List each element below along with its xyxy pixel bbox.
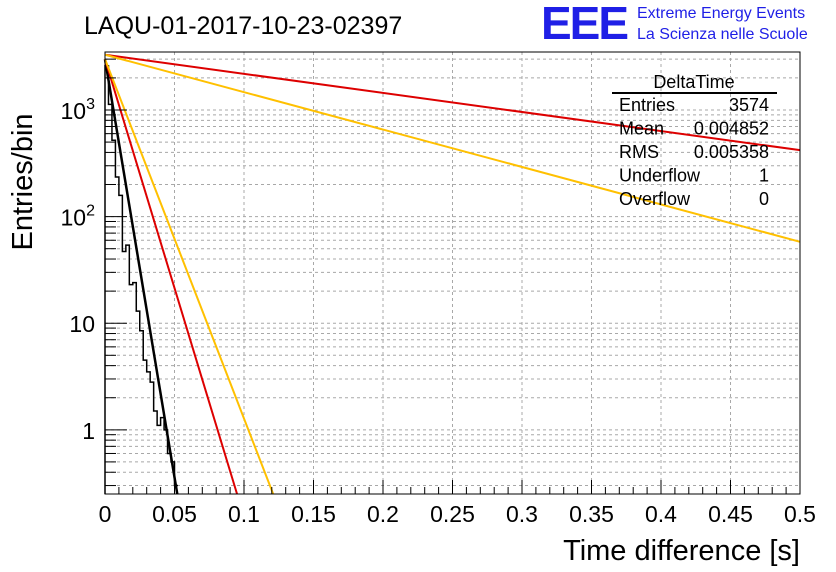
x-axis-label: Time difference [s]	[563, 535, 800, 567]
logo-mark: EEE	[541, 0, 627, 49]
series-fit	[103, 58, 179, 495]
histogram-steps	[104, 65, 178, 494]
stats-row-value: 0.005358	[694, 142, 769, 162]
stats-row-value: 0	[759, 189, 769, 209]
stats-title: DeltaTime	[653, 72, 734, 92]
series-yellow-slow	[104, 53, 801, 243]
x-tick-label: 0.35	[569, 501, 614, 527]
x-tick-label: 0.2	[367, 501, 399, 527]
histogram-layer	[104, 65, 178, 494]
stats-row-label: Overflow	[619, 189, 691, 209]
x-tick-label: 0.25	[430, 501, 475, 527]
y-tick-labels: 1 10 102 103	[61, 96, 96, 444]
x-tick-label: 0.15	[291, 501, 336, 527]
logo-line1: Extreme Energy Events	[637, 5, 805, 22]
series-yellow-steep	[104, 58, 275, 495]
x-tick-label: 0.5	[784, 501, 816, 527]
y-tick-label: 1	[82, 418, 95, 444]
stats-row-label: RMS	[619, 142, 659, 162]
stats-box: DeltaTime Entries 3574 Mean 0.004852 RMS 0.00…	[612, 72, 777, 209]
x-tick-labels: 0 0.05 0.1 0.15 0.2 0.25 0.3 0.35 0.4 0.45 0.5	[99, 501, 816, 527]
stats-row-value: 3574	[729, 95, 769, 115]
x-tick-label: 0.05	[152, 501, 197, 527]
stats-row-label: Entries	[619, 95, 675, 115]
series-layer	[103, 53, 801, 495]
stats-row-value: 1	[759, 166, 769, 186]
stats-row-value: 0.004852	[694, 119, 769, 139]
y-tick-label: 103	[61, 96, 96, 124]
x-tick-label: 0.4	[645, 501, 677, 527]
y-tick-label: 102	[61, 203, 96, 231]
x-tick-label: 0.1	[228, 501, 260, 527]
chart-title: LAQU-01-2017-10-23-02397	[84, 12, 402, 40]
axis-ticks	[104, 58, 801, 494]
y-tick-label: 10	[69, 311, 95, 337]
grid	[105, 52, 800, 494]
stats-row-label: Underflow	[619, 166, 701, 186]
series-red-steep	[104, 58, 239, 495]
stats-row-label: Mean	[619, 119, 664, 139]
logo-line2: La Scienza nelle Scuole	[637, 26, 808, 43]
eee-logo: EEE Extreme Energy Events La Scienza nel…	[541, 0, 808, 49]
x-tick-label: 0	[99, 501, 112, 527]
x-tick-label: 0.3	[506, 501, 538, 527]
y-axis-label: Entries/bin	[7, 113, 39, 250]
series-red-slow	[104, 53, 801, 152]
x-tick-label: 0.45	[708, 501, 753, 527]
